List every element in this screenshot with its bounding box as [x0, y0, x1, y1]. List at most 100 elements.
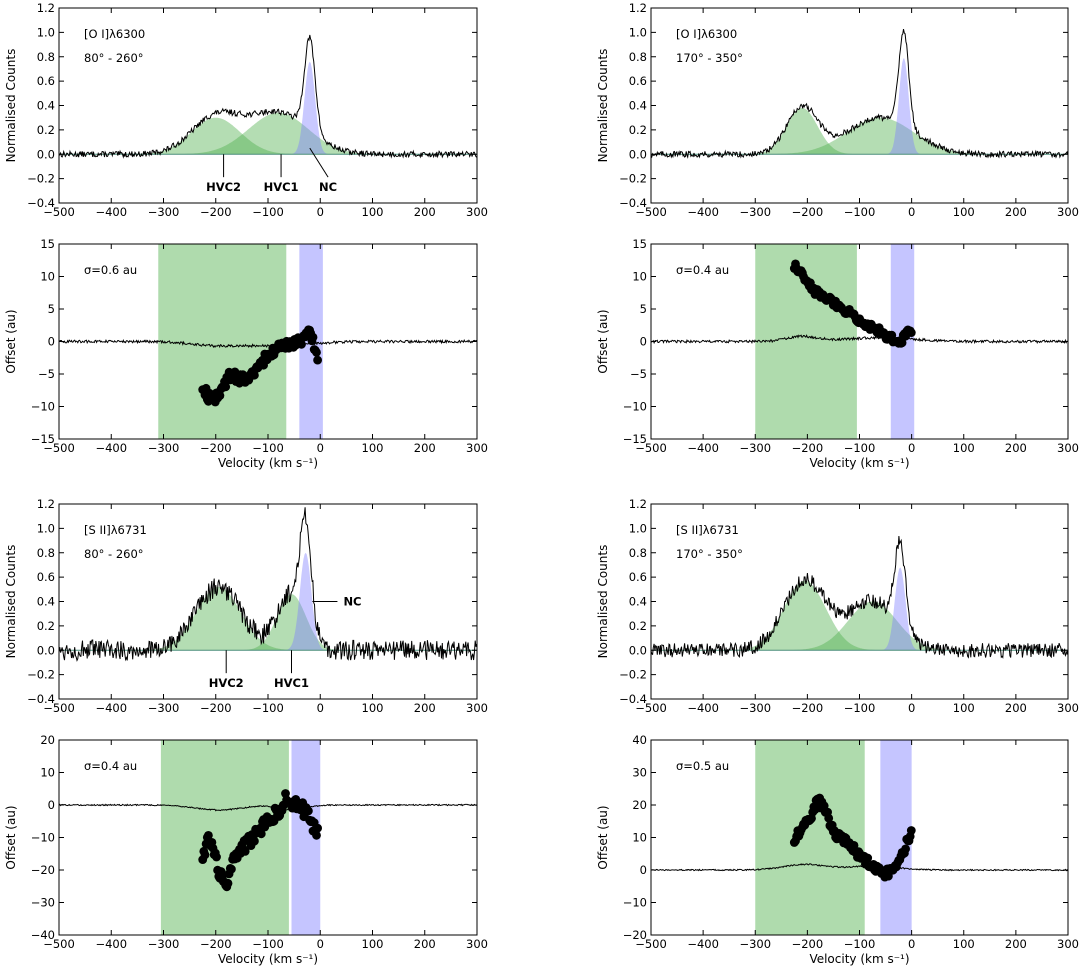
- x-tick-label: 0: [908, 441, 915, 455]
- scaled-spectrum-trace: [651, 334, 1068, 345]
- y-tick-label: 0.6: [37, 74, 55, 88]
- x-tick-label: −500: [43, 441, 75, 455]
- x-tick-label: −400: [95, 441, 127, 455]
- y-tick-label: 15: [40, 237, 55, 251]
- y-tick-label: −10: [31, 400, 55, 414]
- spectrum-line: [59, 507, 477, 662]
- y-tick-label: 40: [632, 733, 647, 747]
- y-tick-label: −15: [623, 432, 647, 446]
- component-label: HVC1: [264, 180, 299, 194]
- y-tick-label: 0: [640, 863, 647, 877]
- y-tick-label: −40: [31, 928, 55, 942]
- y-tick-label: 0.6: [629, 570, 647, 584]
- x-tick-label: −200: [200, 701, 232, 715]
- y-tick-label: 0: [640, 335, 647, 349]
- offset-point: [215, 391, 225, 400]
- offset-point: [863, 853, 873, 863]
- y-tick-label: −0.4: [27, 692, 55, 706]
- x-tick-label: −200: [792, 205, 824, 219]
- x-tick-label: −400: [687, 701, 719, 715]
- x-tick-label: −100: [844, 937, 876, 951]
- y-tick-label: −0.4: [27, 196, 55, 210]
- y-tick-label: −5: [38, 367, 55, 381]
- y-tick-label: −0.4: [619, 196, 647, 210]
- x-tick-label: −500: [635, 441, 667, 455]
- y-axis-title: Normalised Counts: [4, 49, 18, 163]
- x-tick-label: 300: [1057, 701, 1079, 715]
- y-tick-label: −0.2: [619, 668, 647, 682]
- offset-point: [824, 813, 834, 823]
- y-tick-label: −5: [630, 367, 647, 381]
- x-tick-label: 300: [466, 701, 488, 715]
- x-tick-label: −400: [95, 205, 127, 219]
- x-tick-label: 100: [953, 701, 975, 715]
- x-tick-label: 300: [466, 441, 488, 455]
- panel-oi-spectrum-b: −500 −400 −300 −200 −100 0 100 200 300 −0.4 −0.2 0.…: [596, 1, 1079, 219]
- x-tick-label: 0: [317, 701, 324, 715]
- plot-area: [59, 244, 477, 439]
- y-tick-label: −20: [31, 863, 55, 877]
- panel-sii-spectrum-b: −500 −400 −300 −200 −100 0 100 200 300 −0.4 −0.2 0.…: [596, 497, 1079, 715]
- y-axis-title: Normalised Counts: [4, 545, 18, 659]
- y-tick-label: 0.8: [629, 50, 647, 64]
- x-tick-label: 300: [1057, 205, 1079, 219]
- x-tick-label: −100: [844, 701, 876, 715]
- component-hvc1-fill: [651, 117, 1068, 155]
- plot-area: [651, 535, 1068, 659]
- x-tick-label: −500: [635, 701, 667, 715]
- y-tick-label: 0.8: [629, 546, 647, 560]
- x-tick-label: −400: [687, 205, 719, 219]
- plot-area: [651, 740, 1068, 935]
- y-tick-label: −0.4: [619, 692, 647, 706]
- x-tick-label: −400: [687, 937, 719, 951]
- y-tick-label: 0: [48, 335, 55, 349]
- y-tick-label: 0.6: [37, 570, 55, 584]
- offset-point: [312, 830, 321, 840]
- component-label: HVC2: [209, 676, 244, 690]
- shaded-window: [160, 740, 289, 935]
- y-axis-title: Offset (au): [4, 805, 18, 869]
- x-tick-label: −500: [43, 205, 75, 219]
- x-tick-label: −100: [844, 205, 876, 219]
- x-tick-label: 300: [1057, 441, 1079, 455]
- label-pointer: [309, 147, 329, 178]
- panel-annotation-range: 80° - 260°: [84, 51, 144, 65]
- x-tick-label: −300: [739, 205, 771, 219]
- y-tick-label: 10: [632, 270, 647, 284]
- x-tick-label: −100: [252, 937, 284, 951]
- y-tick-label: 0.0: [629, 147, 647, 161]
- plot-area: [651, 28, 1068, 159]
- y-tick-label: 0.8: [37, 546, 55, 560]
- x-tick-label: 300: [466, 205, 488, 219]
- offset-point: [312, 348, 321, 357]
- plot-area: [59, 507, 477, 662]
- x-tick-label: 0: [317, 441, 324, 455]
- plot-area: [59, 34, 477, 159]
- y-tick-label: 5: [640, 302, 647, 316]
- x-tick-label: −200: [792, 701, 824, 715]
- offset-point: [313, 355, 322, 365]
- offset-point: [240, 847, 250, 856]
- y-tick-label: −15: [31, 432, 55, 446]
- scaled-spectrum-trace: [59, 803, 477, 812]
- x-tick-label: −400: [687, 441, 719, 455]
- panel-annotation: [O I]λ6300: [84, 27, 145, 41]
- x-tick-label: −100: [252, 701, 284, 715]
- x-tick-label: −200: [792, 441, 824, 455]
- y-tick-label: 10: [632, 831, 647, 845]
- x-tick-label: 100: [953, 937, 975, 951]
- y-tick-label: 0.4: [629, 99, 647, 113]
- y-tick-label: 5: [48, 302, 55, 316]
- x-tick-label: 200: [414, 701, 436, 715]
- panel-annotation: [S II]λ6731: [84, 523, 147, 537]
- scaled-spectrum-trace: [651, 863, 1068, 872]
- y-tick-label: 1.0: [37, 25, 55, 39]
- offset-point: [250, 836, 259, 846]
- x-tick-label: 100: [362, 937, 384, 951]
- component-label: HVC1: [274, 676, 309, 690]
- x-tick-label: −300: [739, 441, 771, 455]
- panel-oi-offset-a: −500 −400 −300 −200 −100 0 100 200 300 −15 −10 −5 0 5…: [4, 237, 488, 470]
- x-tick-label: 0: [908, 205, 915, 219]
- spectrum-line: [651, 28, 1068, 159]
- x-tick-label: −400: [95, 937, 127, 951]
